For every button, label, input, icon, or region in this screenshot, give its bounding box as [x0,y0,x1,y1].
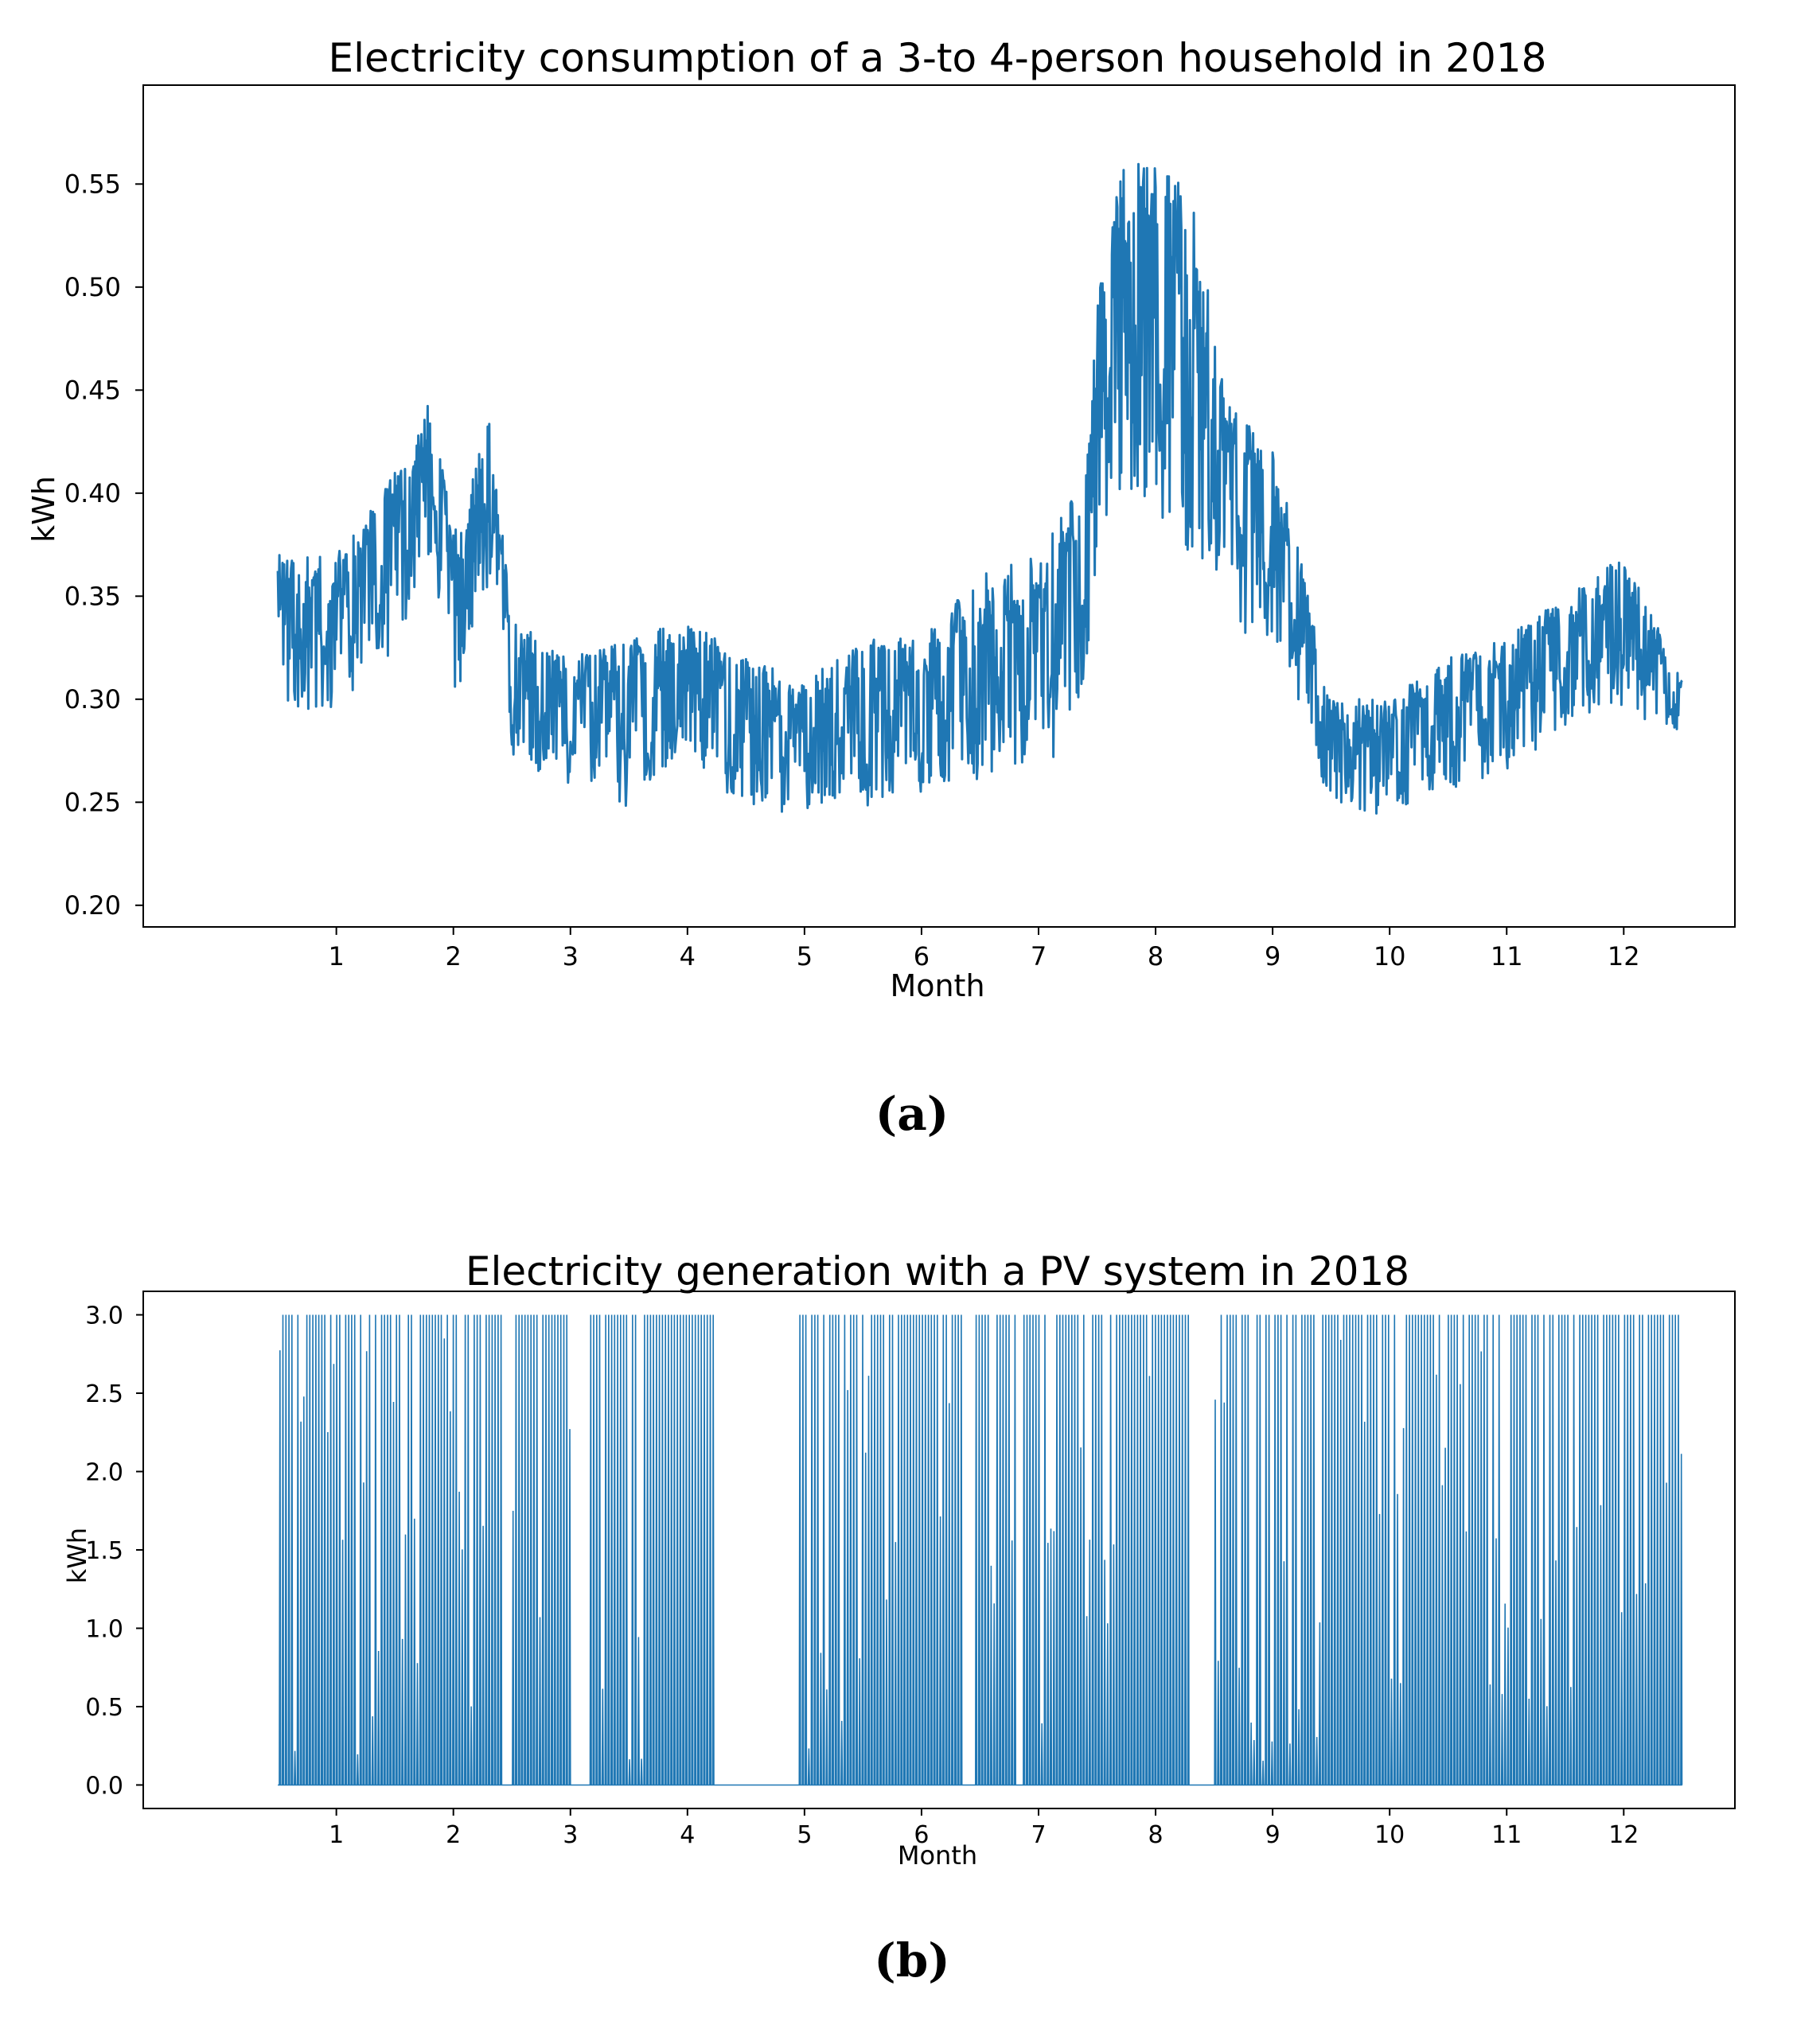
x-tick-label: 6 [914,1821,929,1849]
chart-a-plot-area [276,162,1683,815]
x-tick-label: 5 [797,1821,812,1849]
x-tick-label: 8 [1148,941,1164,971]
x-tick-label: 10 [1374,1821,1405,1849]
y-tick-label: 0.45 [64,375,121,405]
y-tick-label: 2.5 [85,1380,123,1408]
consumption-series-line [276,162,1683,815]
x-tick-label: 10 [1374,941,1406,971]
chart-b-y-axis-label: kWh [62,1528,92,1583]
y-tick-label: 2.0 [85,1459,123,1487]
x-tick-label: 7 [1031,1821,1046,1849]
y-tick-label: 0.35 [64,581,121,611]
y-tick-label: 0.50 [64,272,121,302]
x-tick-label: 3 [563,941,579,971]
x-tick-label: 8 [1148,1821,1164,1849]
y-tick-label: 0.30 [64,684,121,714]
x-tick-label: 1 [329,1821,344,1849]
x-tick-label: 7 [1031,941,1047,971]
generation-chart: Electricity generation with a PV system … [62,1248,1736,1988]
y-tick-label: 0.5 [85,1694,123,1722]
y-tick-label: 0.40 [64,478,121,508]
x-tick-label: 12 [1608,1821,1639,1849]
y-tick-label: 0.55 [64,169,121,199]
chart-b-caption: (b) [874,1933,949,1988]
y-tick-label: 0.0 [85,1772,123,1800]
chart-a-title: Electricity consumption of a 3-to 4-pers… [329,35,1547,81]
chart-a-x-ticks: 1 2 3 4 5 6 7 8 9 10 11 12 [328,927,1640,971]
consumption-chart: Electricity consumption of a 3-to 4-pers… [26,35,1736,1141]
x-tick-label: 2 [446,1821,461,1849]
chart-b-x-ticks: 1 2 3 4 5 6 7 8 9 10 11 12 [329,1808,1639,1849]
y-tick-label: 1.5 [85,1537,123,1565]
x-tick-label: 5 [797,941,813,971]
y-tick-label: 3.0 [85,1302,123,1330]
x-tick-label: 9 [1265,941,1280,971]
y-tick-label: 1.0 [85,1615,123,1643]
x-tick-label: 3 [563,1821,578,1849]
chart-a-frame [142,84,1736,928]
x-tick-label: 11 [1491,1821,1522,1849]
chart-a-x-axis-label: Month [890,968,984,1003]
x-tick-label: 4 [680,1821,695,1849]
chart-b-plot-area [278,1314,1683,1786]
x-tick-label: 1 [328,941,344,971]
chart-a-y-axis-label: kWh [26,476,61,543]
y-tick-label: 0.20 [64,890,121,921]
x-tick-label: 2 [446,941,462,971]
y-tick-label: 0.25 [64,787,121,817]
x-tick-label: 6 [914,941,930,971]
x-tick-label: 11 [1491,941,1523,971]
chart-a-caption: (a) [875,1087,949,1141]
chart-b-y-ticks: 0.0 0.5 1.0 1.5 2.0 2.5 3.0 [85,1302,143,1800]
x-tick-label: 4 [680,941,696,971]
x-tick-label: 12 [1608,941,1640,971]
x-tick-label: 9 [1265,1821,1280,1849]
chart-b-x-axis-label: Month [898,1840,977,1871]
chart-b-title: Electricity generation with a PV system … [466,1248,1409,1295]
generation-series-line [278,1314,1683,1786]
chart-a-y-ticks: 0.20 0.25 0.30 0.35 0.40 0.45 0.50 0.55 [64,169,143,921]
